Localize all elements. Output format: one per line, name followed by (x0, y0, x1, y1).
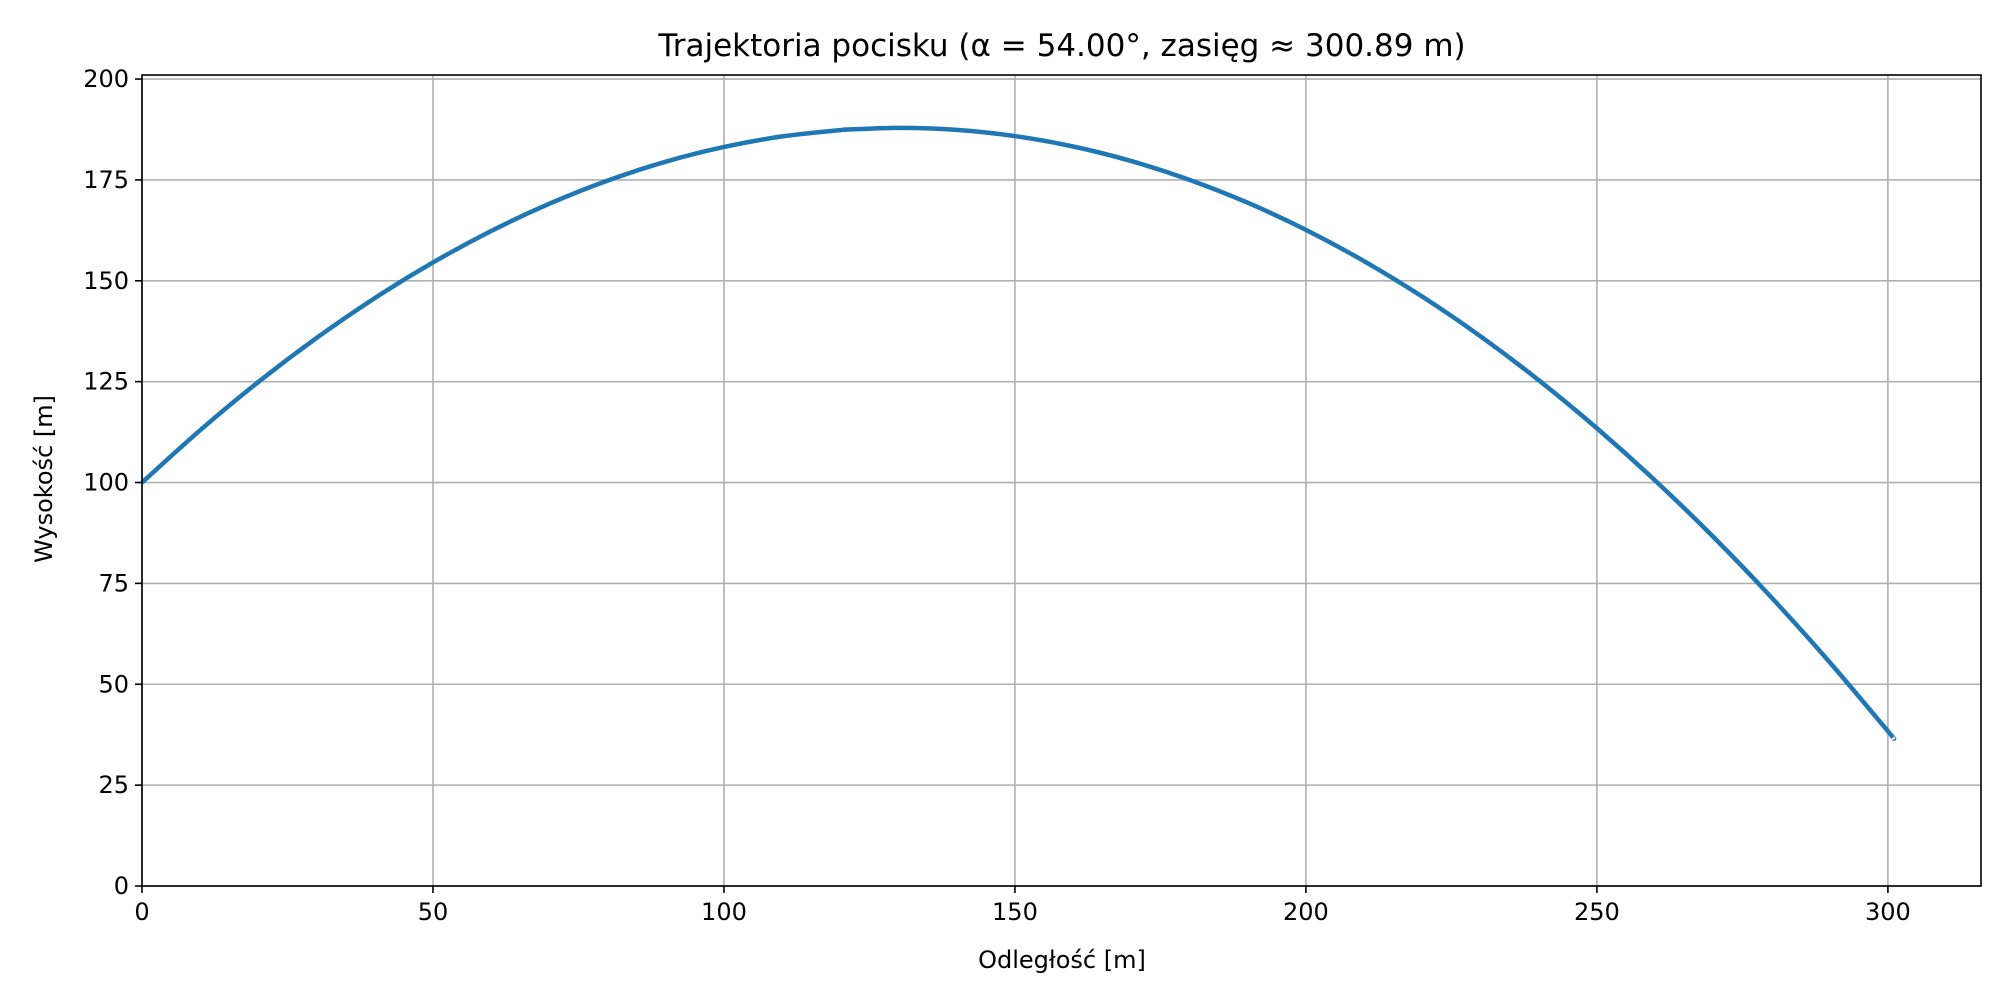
x-tick-label: 200 (1283, 898, 1329, 926)
chart-title: Trajektoria pocisku (α = 54.00°, zasięg … (657, 28, 1465, 64)
y-tick-label: 150 (83, 267, 129, 295)
series-layer (140, 125, 1897, 741)
x-ticks: 0 50 100 150 200 250 300 (134, 886, 1911, 926)
x-tick-label: 50 (418, 898, 449, 926)
y-tick-label: 125 (83, 368, 129, 396)
y-tick-label: 75 (98, 569, 129, 597)
y-tick-label: 175 (83, 166, 129, 194)
y-ticks: 0 25 50 75 100 125 150 175 200 (83, 65, 142, 900)
x-axis-label: Odległość [m] (978, 946, 1146, 974)
x-tick-label: 100 (701, 898, 747, 926)
y-tick-label: 0 (114, 872, 129, 900)
y-gridlines (142, 78, 1981, 887)
trajectory-line (140, 125, 1897, 741)
x-tick-label: 0 (134, 898, 149, 926)
x-tick-label: 250 (1574, 898, 1620, 926)
plot-frame (141, 74, 1982, 887)
y-tick-label: 100 (83, 469, 129, 497)
y-axis-label: Wysokość [m] (30, 395, 58, 563)
y-tick-label: 25 (98, 771, 129, 799)
y-tick-label: 50 (98, 670, 129, 698)
y-tick-label: 200 (83, 65, 129, 93)
x-gridlines (141, 75, 1889, 886)
x-tick-label: 150 (992, 898, 1038, 926)
x-tick-label: 300 (1865, 898, 1911, 926)
